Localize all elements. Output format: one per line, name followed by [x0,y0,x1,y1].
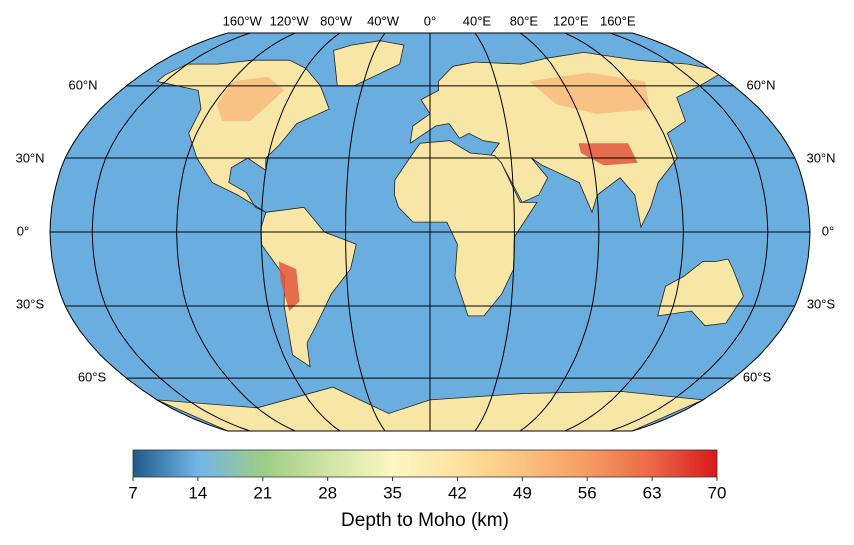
map-labels: 60°N 30°N 0° 30°S 60°S 60°N 30°N 0° 30°S… [15,13,835,384]
colorbar-tick-label: 63 [643,483,662,502]
lat-label: 60°S [743,369,772,384]
lat-label: 60°S [78,369,107,384]
lon-label: 120°E [553,13,589,28]
map-outline [49,32,811,432]
lat-label: 60°N [746,77,775,92]
lon-label: 0° [424,13,436,28]
thick-crust [217,76,285,122]
very-thick-crust [578,143,638,166]
meridian [474,33,515,431]
landmass [657,258,744,327]
lon-label: 120°W [270,13,310,28]
colorbar-label: Depth to Moho (km) [341,510,509,531]
colorbar-tick-label: 56 [578,483,597,502]
colorbar-tick-label: 42 [448,483,467,502]
colorbar-tick-label: 70 [708,483,727,502]
lat-label: 30°N [15,150,44,165]
lon-label: 160°E [600,13,636,28]
colorbar-tick-label: 21 [253,483,272,502]
map-content [50,33,810,431]
landmass [333,40,405,87]
landmass [156,59,330,213]
lon-label: 160°W [223,13,263,28]
meridian [176,33,296,431]
very-thick-crust [279,261,300,311]
lon-label: 40°W [367,13,400,28]
meridian [260,33,341,431]
colorbar-tick-label: 28 [318,483,337,502]
lon-label: 80°E [510,13,539,28]
meridian [564,33,684,431]
lat-label: 0° [822,223,834,238]
landmass [260,206,357,368]
meridian [519,33,600,431]
colorbar-tick-label: 35 [383,483,402,502]
meridian [345,33,386,431]
colorbar-tick-label: 49 [513,483,532,502]
thick-crust [529,72,650,114]
colorbar: Depth to Moho (km) 7 14 21 28 35 42 49 56 63 70 [128,449,727,531]
colorbar-tick-label: 7 [128,483,137,502]
lon-label: 80°W [320,13,353,28]
map [49,32,811,432]
lat-label: 30°S [807,296,836,311]
meridian [91,33,251,431]
lat-label: 0° [17,223,29,238]
meridian [609,33,769,431]
colorbar-tick-label: 14 [188,483,207,502]
colorbar-ramp [132,449,718,478]
lat-label: 30°N [806,150,835,165]
lat-label: 60°N [68,77,97,92]
lat-label: 30°S [16,296,45,311]
lon-label: 40°E [463,13,492,28]
